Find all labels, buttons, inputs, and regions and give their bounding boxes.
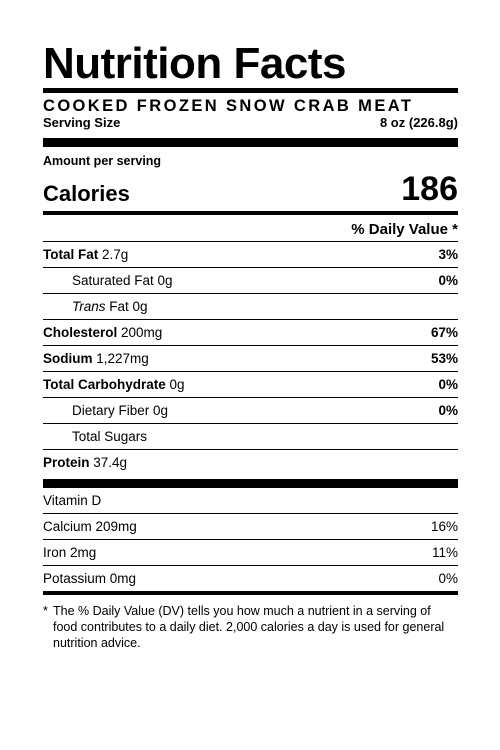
product-name: COOKED FROZEN SNOW CRAB MEAT — [43, 97, 414, 115]
nutrient-dv: 3% — [438, 247, 458, 262]
nutrient-dv: 0% — [438, 377, 458, 392]
nutrient-name: Total Sugars — [72, 429, 148, 444]
nutrient-row-total-sugars: Total Sugars — [43, 423, 458, 449]
nutrient-amount: 0g — [169, 377, 185, 392]
nutrient-row-dietary-fiber: Dietary Fiber 0g 0% — [43, 397, 458, 423]
vitamin-dv: 11% — [431, 545, 458, 560]
nutrient-dv: 53% — [430, 351, 458, 366]
amount-per-serving: Amount per serving — [43, 154, 162, 168]
nutrient-name: Cholesterol — [43, 325, 118, 340]
vitamin-row-vitamin-d: Vitamin D — [43, 488, 458, 513]
vitamin-name: Calcium 209mg — [43, 519, 137, 534]
vitamin-row-iron: Iron 2mg 11% — [43, 539, 458, 565]
divider-thick — [43, 88, 458, 93]
divider-medium — [43, 591, 458, 595]
calories-value: 186 — [401, 170, 458, 208]
nutrient-row-cholesterol: Cholesterol 200mg 67% — [43, 319, 458, 345]
nutrient-dv: 67% — [430, 325, 458, 340]
calories-row: Calories 186 — [43, 169, 458, 207]
serving-size-row: Serving Size 8 oz (226.8g) — [43, 115, 458, 138]
nutrient-name: Protein — [43, 455, 90, 470]
nutrient-name-rest: Fat 0g — [109, 299, 148, 314]
nutrient-row-total-fat: Total Fat 2.7g 3% — [43, 241, 458, 267]
nutrient-name-italic: Trans — [72, 299, 106, 314]
nutrient-amount: 2.7g — [102, 247, 129, 262]
nutrient-amount: 200mg — [121, 325, 163, 340]
nutrient-dv: 0% — [438, 403, 458, 418]
nutrient-row-trans-fat: Trans Fat 0g — [43, 293, 458, 319]
nutrient-name: Sodium — [43, 351, 93, 366]
nutrient-row-total-carbohydrate: Total Carbohydrate 0g 0% — [43, 371, 458, 397]
footnote: * The % Daily Value (DV) tells you how m… — [43, 603, 458, 651]
footnote-star: * — [43, 604, 48, 618]
nutrient-name: Total Fat — [43, 247, 99, 262]
nutrient-name: Dietary Fiber 0g — [72, 403, 169, 418]
serving-size-value: 8 oz (226.8g) — [379, 115, 458, 130]
vitamin-row-calcium: Calcium 209mg 16% — [43, 513, 458, 539]
vitamin-dv: 16% — [430, 519, 458, 534]
daily-value-header: % Daily Value * — [351, 221, 458, 238]
label-title: Nutrition Facts — [43, 39, 346, 88]
nutrient-row-sodium: Sodium 1,227mg 53% — [43, 345, 458, 371]
serving-size-label: Serving Size — [43, 115, 121, 130]
nutrient-dv: 0% — [438, 273, 458, 288]
vitamin-row-potassium: Potassium 0mg 0% — [43, 565, 458, 591]
nutrient-name: Saturated Fat 0g — [72, 273, 173, 288]
footnote-text: The % Daily Value (DV) tells you how muc… — [53, 604, 445, 650]
nutrient-row-saturated-fat: Saturated Fat 0g 0% — [43, 267, 458, 293]
calories-label: Calories — [43, 181, 130, 206]
nutrient-amount: 37.4g — [93, 455, 128, 470]
vitamin-name: Vitamin D — [43, 493, 102, 508]
divider-medium — [43, 211, 458, 215]
nutrient-name: Total Carbohydrate — [43, 377, 166, 392]
nutrition-facts-label: Nutrition Facts COOKED FROZEN SNOW CRAB … — [43, 40, 458, 651]
vitamin-name: Potassium 0mg — [43, 571, 137, 586]
vitamin-dv: 0% — [438, 571, 458, 586]
vitamin-name: Iron 2mg — [43, 545, 97, 560]
nutrient-row-protein: Protein 37.4g — [43, 449, 458, 475]
divider-mega — [43, 479, 458, 488]
nutrient-amount: 1,227mg — [96, 351, 149, 366]
divider-mega — [43, 138, 458, 147]
